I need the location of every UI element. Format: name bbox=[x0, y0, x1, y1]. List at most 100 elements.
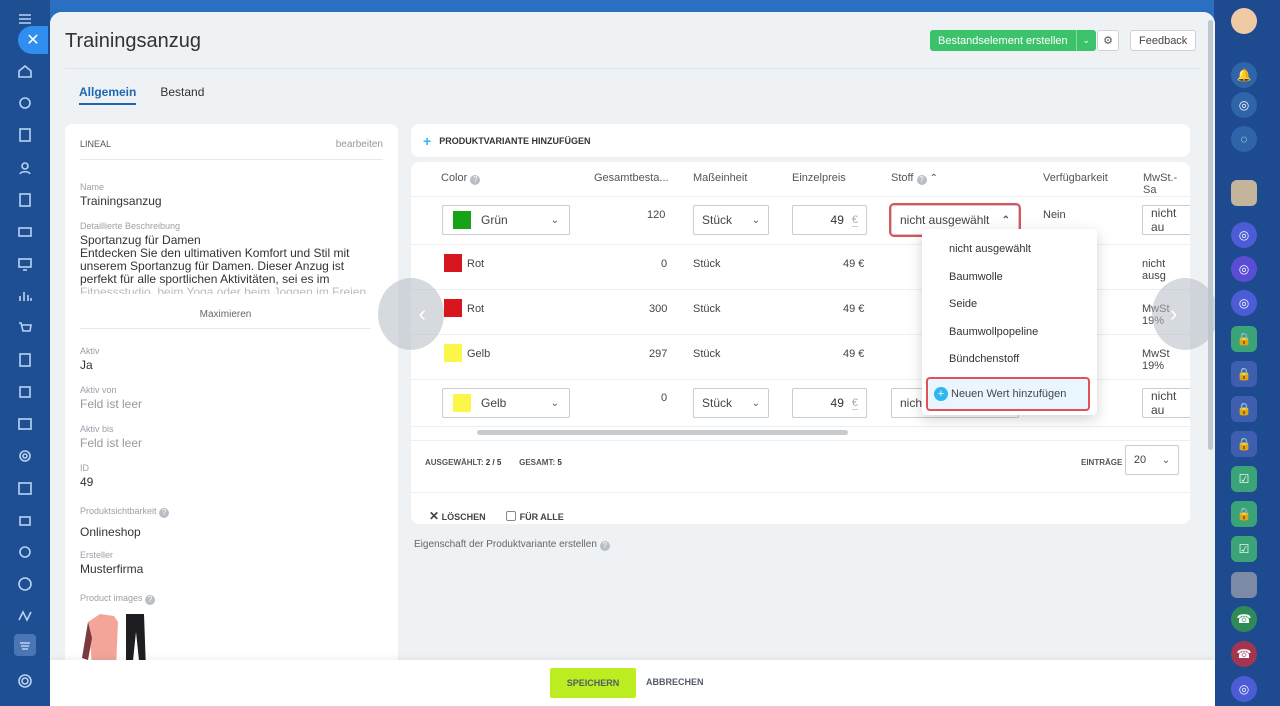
chat-icon[interactable]: ◌ bbox=[1231, 126, 1257, 152]
checkbox-icon[interactable] bbox=[505, 510, 516, 521]
column-header-label: Stoff bbox=[891, 172, 914, 184]
card-icon[interactable] bbox=[14, 221, 36, 243]
price-input[interactable]: 49 € bbox=[792, 388, 867, 418]
target-icon[interactable] bbox=[14, 445, 36, 467]
goal-icon[interactable] bbox=[14, 541, 36, 563]
entries-value: 20 bbox=[1133, 454, 1147, 466]
open-channel-icon[interactable]: ◎ bbox=[1231, 256, 1257, 282]
horizontal-scrollbar[interactable] bbox=[477, 430, 848, 435]
sign-icon[interactable] bbox=[14, 605, 36, 627]
dropdown-option[interactable]: nicht ausgewählt bbox=[949, 243, 1031, 255]
calendar-icon[interactable] bbox=[14, 477, 36, 499]
tab-bestand[interactable]: Bestand bbox=[160, 85, 205, 99]
store-icon[interactable] bbox=[14, 381, 36, 403]
color-select-value: Grün bbox=[481, 213, 508, 227]
help-icon[interactable]: ? bbox=[145, 595, 156, 605]
phone-icon[interactable]: ☎ bbox=[1231, 641, 1257, 667]
vat-select-value: nicht au bbox=[1151, 389, 1177, 417]
add-variant-bar[interactable]: + PRODUKTVARIANTE HINZUFÜGEN bbox=[411, 124, 1190, 157]
delete-button[interactable]: ✕ LÖSCHEN bbox=[429, 509, 486, 523]
lock-icon[interactable]: 🔒 bbox=[1231, 326, 1257, 352]
column-header-vat[interactable]: MwSt.-Sa bbox=[1143, 172, 1178, 196]
lock-icon[interactable]: 🔒 bbox=[1231, 361, 1257, 387]
contacts-icon[interactable] bbox=[14, 157, 36, 179]
vertical-scrollbar[interactable] bbox=[1208, 20, 1213, 450]
vat-select[interactable]: nicht au bbox=[1142, 388, 1190, 418]
checklist-icon[interactable]: ☑ bbox=[1231, 466, 1257, 492]
badge-icon[interactable] bbox=[14, 573, 36, 595]
total-label: GESAMT: bbox=[519, 458, 556, 467]
open-channel-icon[interactable]: ◎ bbox=[1231, 222, 1257, 248]
dropdown-option[interactable]: Baumwolle bbox=[949, 271, 1003, 283]
file-icon[interactable] bbox=[14, 189, 36, 211]
color-select[interactable]: Grün ⌄ bbox=[442, 205, 570, 235]
gear-icon[interactable]: ⚙ bbox=[1097, 30, 1119, 51]
cancel-button[interactable]: ABBRECHEN bbox=[646, 677, 704, 687]
save-button[interactable]: SPEICHERN bbox=[550, 668, 636, 698]
edit-icon[interactable] bbox=[14, 349, 36, 371]
feedback-button[interactable]: Feedback bbox=[1130, 30, 1197, 51]
monitor-icon[interactable] bbox=[14, 253, 36, 275]
price-input[interactable]: 49 € bbox=[792, 205, 867, 235]
column-header-price[interactable]: Einzelpreis bbox=[792, 172, 846, 184]
phone-icon[interactable]: ☎ bbox=[1231, 606, 1257, 632]
for-all-checkbox[interactable]: FÜR ALLE bbox=[505, 510, 564, 522]
close-slider-button[interactable]: ✕ bbox=[18, 26, 48, 54]
column-header-unit[interactable]: Maßeinheit bbox=[693, 172, 748, 184]
product-image-thumbnail[interactable] bbox=[80, 608, 148, 672]
checklist-icon[interactable]: ☑ bbox=[1231, 536, 1257, 562]
footer-bar: SPEICHERN ABBRECHEN bbox=[50, 660, 1215, 706]
lock-icon[interactable]: 🔒 bbox=[1231, 396, 1257, 422]
right-rail: 🔔 ◎ ◌ ◎ ◎ ◎ 🔒 🔒 🔒 🔒 ☑ 🔒 ☑ ☎ ☎ ◎ bbox=[1214, 0, 1280, 706]
analytics-icon[interactable] bbox=[14, 285, 36, 307]
currency-select[interactable]: € bbox=[851, 213, 858, 227]
create-stock-item-button[interactable]: Bestandselement erstellen ⌄ bbox=[930, 30, 1096, 51]
user-avatar[interactable] bbox=[1231, 8, 1257, 34]
cart-icon[interactable] bbox=[14, 317, 36, 339]
column-header-color[interactable]: Color ? bbox=[441, 172, 481, 185]
maximize-link[interactable]: Maximieren bbox=[80, 309, 371, 329]
help-icon[interactable]: ? bbox=[470, 175, 481, 185]
spiral-icon[interactable]: ◎ bbox=[1231, 92, 1257, 118]
vat-select[interactable]: nicht au bbox=[1142, 205, 1190, 235]
unit-select[interactable]: Stück ⌄ bbox=[693, 388, 769, 418]
help-icon[interactable]: ? bbox=[159, 508, 170, 518]
scroll-left-button[interactable]: ‹ bbox=[378, 278, 444, 350]
color-select[interactable]: Gelb ⌄ bbox=[442, 388, 570, 418]
puzzle-icon[interactable] bbox=[14, 92, 36, 114]
create-property-link[interactable]: Eigenschaft der Produktvariante erstelle… bbox=[414, 539, 610, 551]
contact-avatar[interactable] bbox=[1231, 180, 1257, 206]
list-icon[interactable] bbox=[14, 413, 36, 435]
column-header-fabric[interactable]: Stoff ? ⌃ bbox=[891, 172, 938, 185]
help-icon[interactable]: ? bbox=[916, 175, 927, 185]
dropdown-option[interactable]: Seide bbox=[949, 298, 978, 310]
settings-icon[interactable] bbox=[14, 670, 36, 692]
currency-select[interactable]: € bbox=[851, 396, 858, 410]
dropdown-option[interactable]: Bündchenstoff bbox=[949, 353, 1020, 365]
help-icon[interactable]: ? bbox=[599, 541, 610, 551]
scroll-right-button[interactable]: › bbox=[1152, 278, 1215, 350]
tab-allgemein[interactable]: Allgemein bbox=[79, 85, 137, 105]
lock-icon[interactable]: 🔒 bbox=[1231, 501, 1257, 527]
add-new-value-button[interactable]: + Neuen Wert hinzufügen bbox=[926, 377, 1090, 411]
entries-select[interactable]: 20 ⌄ bbox=[1125, 445, 1179, 475]
description-line: Entdecken Sie den ultimativen Komfort un… bbox=[80, 246, 350, 260]
open-channel-icon[interactable]: ◎ bbox=[1231, 290, 1257, 316]
open-channel-icon[interactable]: ◎ bbox=[1231, 676, 1257, 702]
bell-icon[interactable]: 🔔 bbox=[1231, 62, 1257, 88]
menu-icon[interactable] bbox=[14, 8, 36, 30]
group-avatar[interactable] bbox=[1231, 572, 1257, 598]
variants-grid: Color ? Gesamtbesta... Maßeinheit Einzel… bbox=[411, 162, 1190, 524]
document-icon[interactable] bbox=[14, 124, 36, 146]
dropdown-option[interactable]: Baumwollpopeline bbox=[949, 326, 1039, 338]
unit-select[interactable]: Stück ⌄ bbox=[693, 205, 769, 235]
column-header-stock[interactable]: Gesamtbesta... bbox=[594, 172, 669, 184]
lock-icon[interactable]: 🔒 bbox=[1231, 431, 1257, 457]
home-icon[interactable] bbox=[14, 60, 36, 82]
edit-link[interactable]: bearbeiten bbox=[335, 139, 383, 150]
chevron-down-icon[interactable]: ⌄ bbox=[1075, 30, 1096, 51]
catalog-icon[interactable] bbox=[14, 634, 36, 656]
chevron-down-icon: ⌄ bbox=[751, 397, 760, 409]
robot-icon[interactable] bbox=[14, 509, 36, 531]
column-header-availability[interactable]: Verfügbarkeit bbox=[1043, 172, 1108, 184]
